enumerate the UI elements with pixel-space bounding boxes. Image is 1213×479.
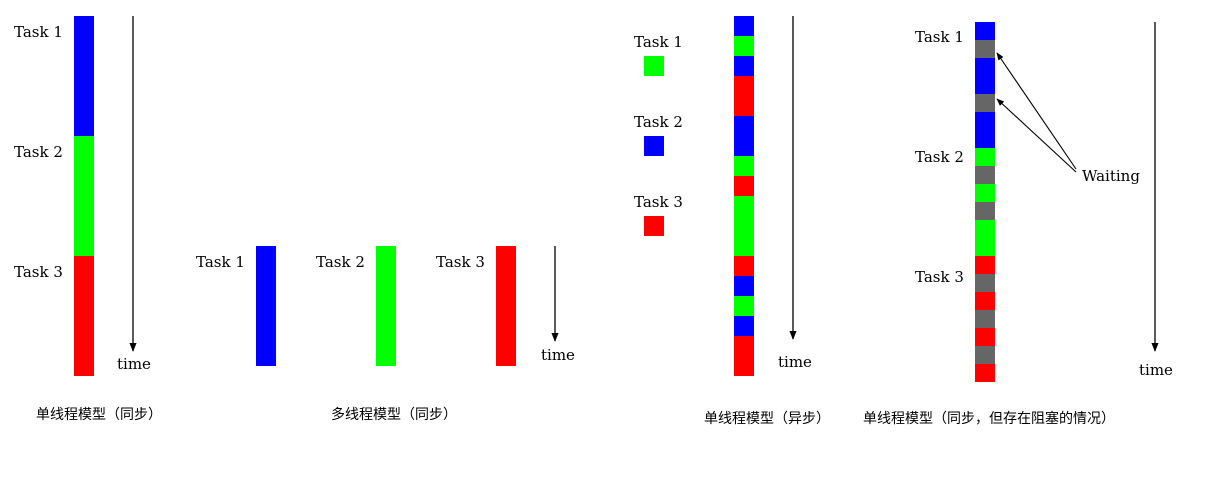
- panel-caption: 单线程模型（异步）: [704, 411, 830, 427]
- task-3-label: Task 3: [915, 268, 964, 286]
- task-1-label: Task 1: [196, 253, 245, 271]
- task-segment: [975, 112, 995, 130]
- task-3-label: Task 3: [436, 253, 485, 271]
- task-2-color-swatch: [644, 136, 664, 156]
- waiting-pointer-arrow: [996, 98, 1077, 173]
- task-segment: [975, 328, 995, 346]
- timeslice-segment: [734, 196, 754, 216]
- panel-single-thread-async: Task 1 Task 2 Task 3 time 单线程模型（异步）: [634, 16, 830, 427]
- thread-2-bar: [376, 246, 396, 366]
- waiting-segment: [975, 274, 995, 292]
- task-segment: [975, 76, 995, 94]
- task-1-segment: [74, 16, 94, 136]
- task-1-label: Task 1: [14, 23, 63, 41]
- timeslice-segment: [734, 336, 754, 356]
- task-2-label: Task 2: [634, 113, 683, 131]
- task-segment: [975, 184, 995, 202]
- task-1-label: Task 1: [634, 33, 683, 51]
- panel-single-thread-blocking: Task 1 Task 2 Task 3 Waiting time 单线程模型（…: [863, 22, 1173, 427]
- waiting-segment: [975, 310, 995, 328]
- timeslice-segment: [734, 116, 754, 136]
- thread-3-bar: [496, 246, 516, 366]
- panel-caption: 单线程模型（同步）: [36, 407, 162, 423]
- task-3-label: Task 3: [14, 263, 63, 281]
- task-segment: [975, 238, 995, 256]
- timeslice-segment: [734, 316, 754, 336]
- time-label: time: [1139, 361, 1173, 379]
- task-segment: [975, 130, 995, 148]
- waiting-pointer-arrow: [996, 52, 1077, 170]
- task-segment: [975, 292, 995, 310]
- time-label: time: [541, 346, 575, 364]
- panel-multi-thread-sync: Task 1 Task 2 Task 3 time 多线程模型（同步）: [196, 246, 575, 423]
- waiting-segment: [975, 166, 995, 184]
- task-color-legend: [644, 56, 664, 236]
- panel-caption: 多线程模型（同步）: [331, 406, 457, 423]
- task-segment: [975, 364, 995, 382]
- timeslice-segment: [734, 16, 754, 36]
- waiting-segment: [975, 346, 995, 364]
- waiting-segment: [975, 94, 995, 112]
- task-timeline-bar: [74, 16, 94, 376]
- task-3-segment: [74, 256, 94, 376]
- timeslice-segment: [734, 216, 754, 236]
- task-segment: [975, 220, 995, 238]
- task-1-label: Task 1: [915, 28, 964, 46]
- timeslice-segment: [734, 96, 754, 116]
- task-timeline-bar: [975, 22, 995, 382]
- time-label: time: [778, 353, 812, 371]
- task-segment: [975, 22, 995, 40]
- thread-bars: [256, 246, 516, 366]
- task-1-color-swatch: [644, 56, 664, 76]
- timeslice-segment: [734, 36, 754, 56]
- waiting-callout-label: Waiting: [1082, 167, 1140, 185]
- waiting-segment: [975, 202, 995, 220]
- task-2-segment: [74, 136, 94, 256]
- task-2-label: Task 2: [915, 148, 964, 166]
- timeslice-segment: [734, 76, 754, 96]
- task-segment: [975, 148, 995, 166]
- task-2-label: Task 2: [14, 143, 63, 161]
- timeslice-segment: [734, 136, 754, 156]
- timeslice-segment: [734, 156, 754, 176]
- timeslice-segment: [734, 256, 754, 276]
- panel-single-thread-sync: Task 1 Task 2 Task 3 time 单线程模型（同步）: [14, 16, 162, 423]
- task-3-label: Task 3: [634, 193, 683, 211]
- thread-1-bar: [256, 246, 276, 366]
- task-2-label: Task 2: [316, 253, 365, 271]
- timeslice-segment: [734, 276, 754, 296]
- timeslice-segment: [734, 56, 754, 76]
- time-label: time: [117, 355, 151, 373]
- timeslice-segment: [734, 356, 754, 376]
- waiting-segment: [975, 40, 995, 58]
- timeslice-segment: [734, 236, 754, 256]
- task-segment: [975, 256, 995, 274]
- task-segment: [975, 58, 995, 76]
- task-3-color-swatch: [644, 216, 664, 236]
- timeslice-segment: [734, 176, 754, 196]
- panel-caption: 单线程模型（同步，但存在阻塞的情况）: [863, 410, 1115, 427]
- timeslice-segment: [734, 296, 754, 316]
- task-timeline-bar: [734, 16, 754, 376]
